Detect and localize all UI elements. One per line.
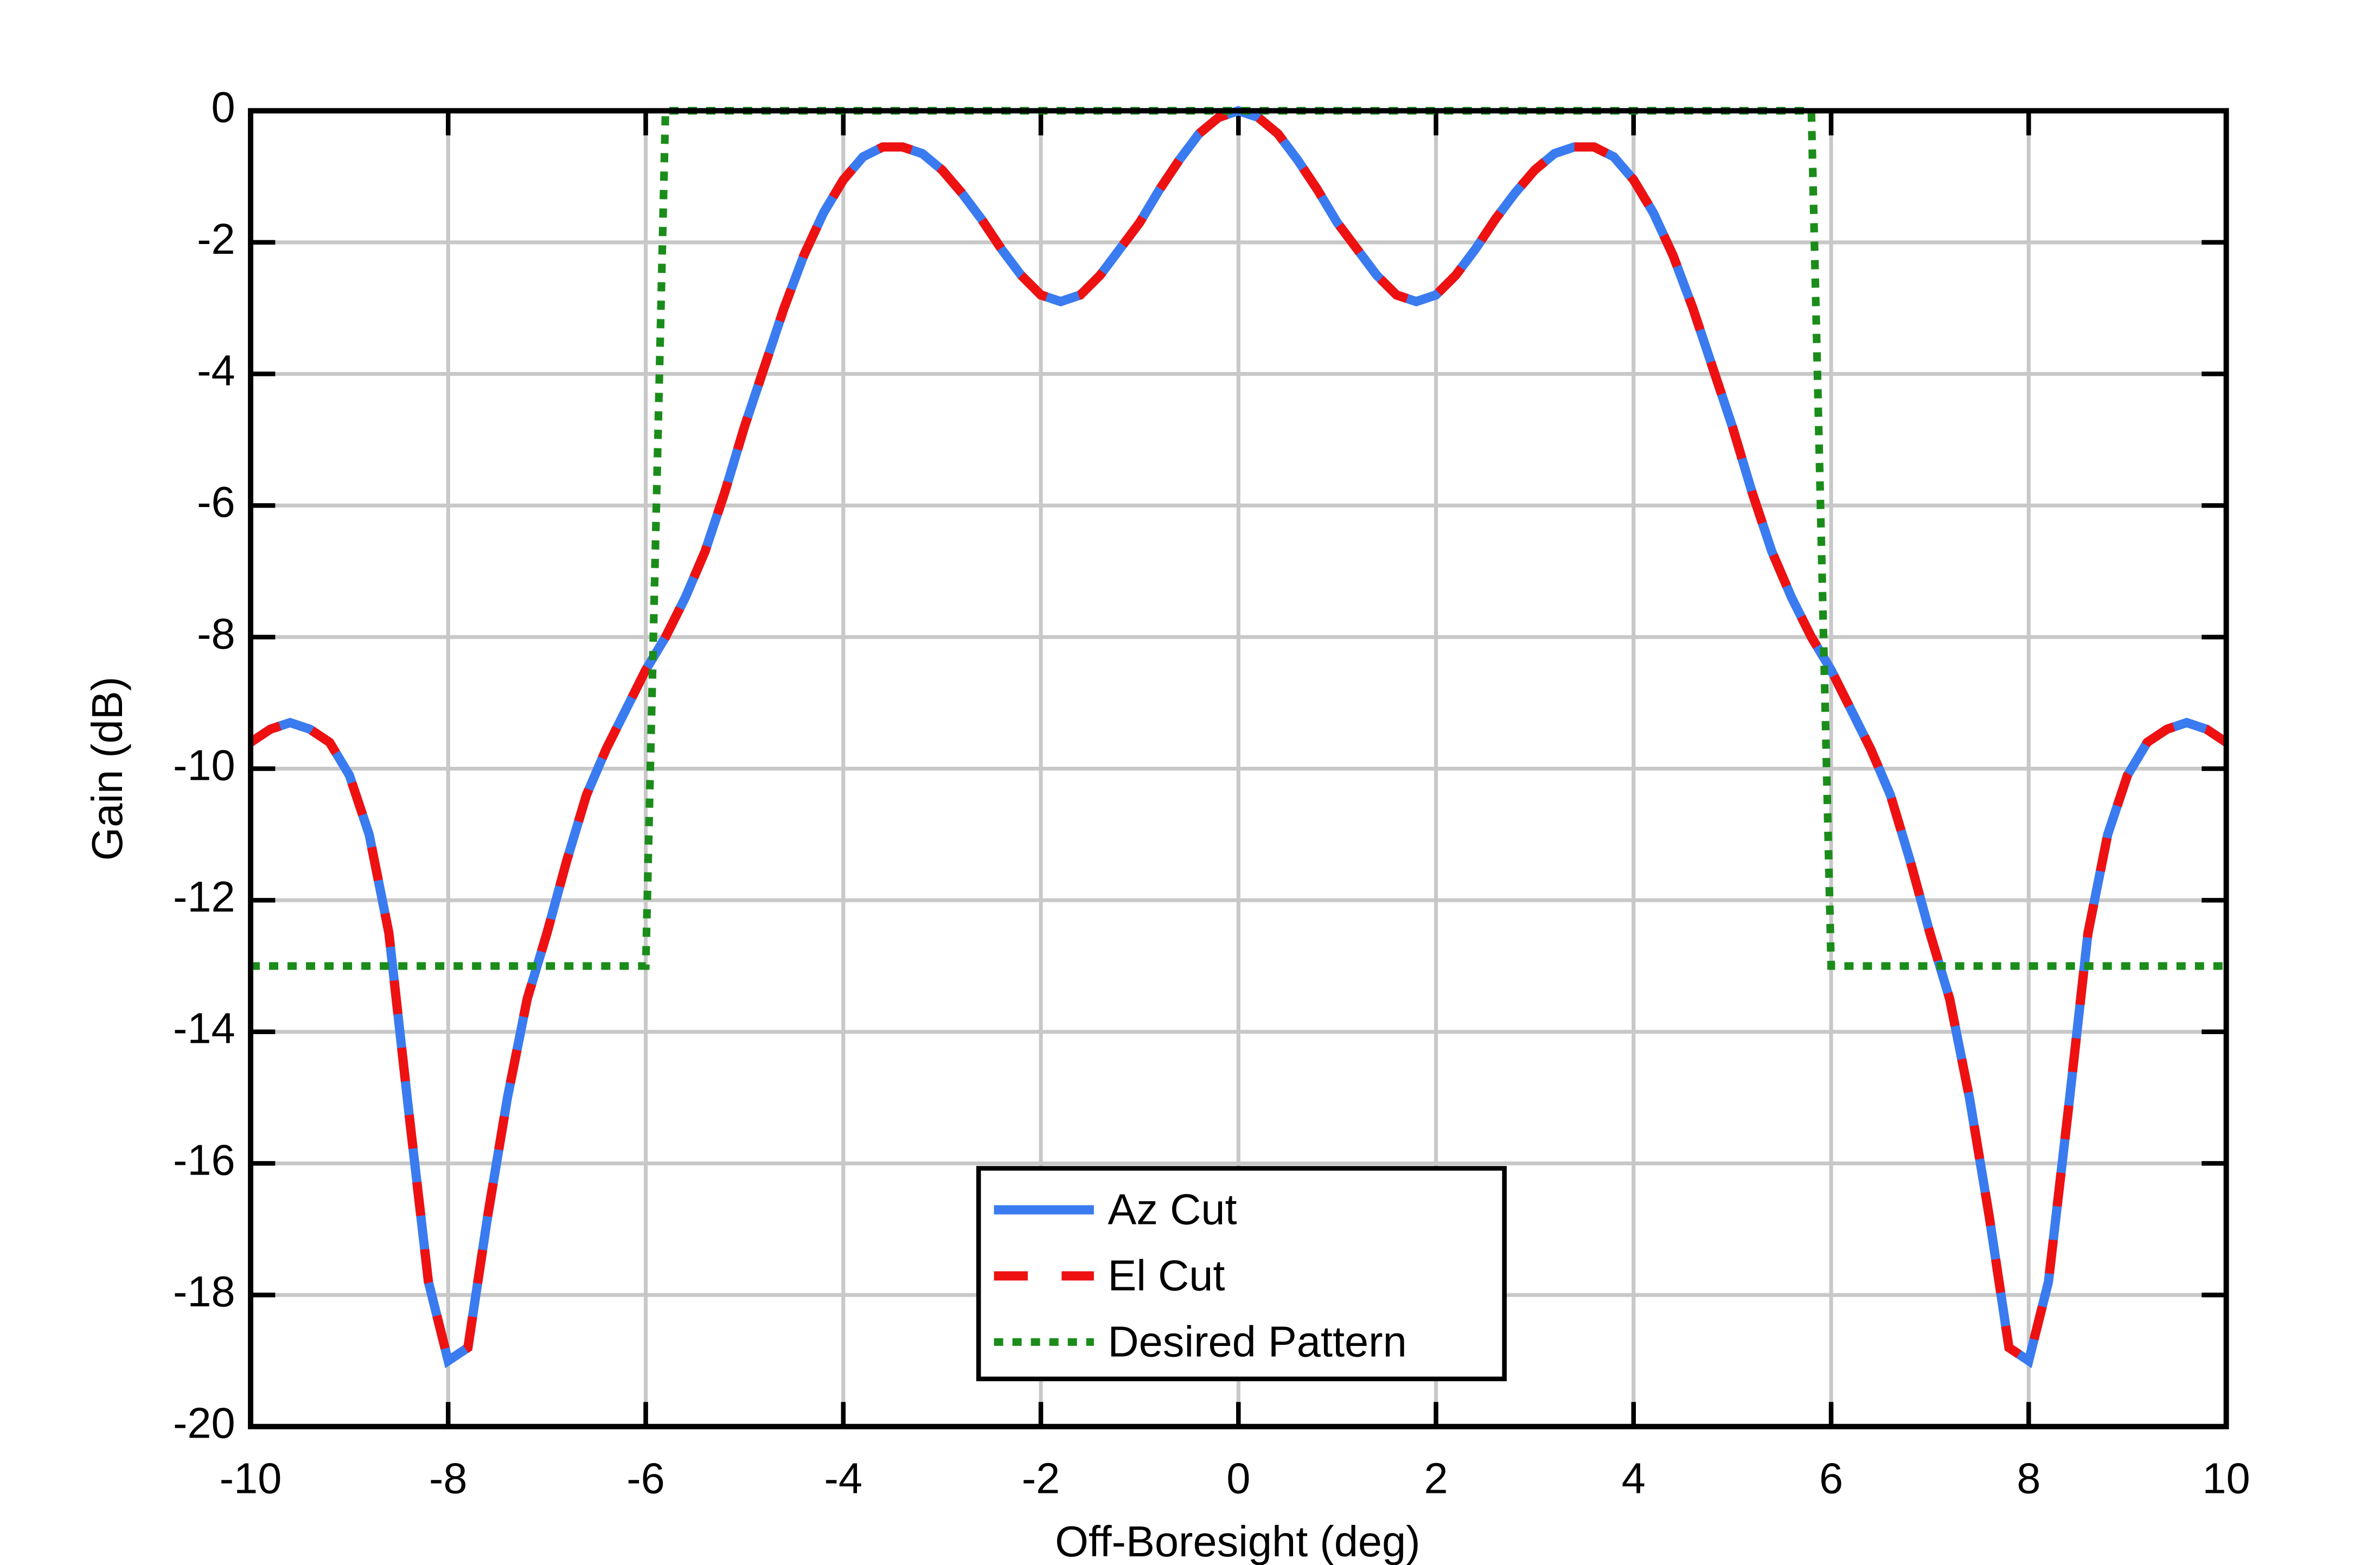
- series-line: [248, 106, 2229, 1369]
- y-tick-label: -14: [173, 1004, 235, 1053]
- y-tick-label: -20: [173, 1399, 235, 1447]
- y-tick-label: -12: [173, 873, 235, 921]
- y-tick-label: -16: [173, 1136, 235, 1184]
- y-tick-label: -6: [197, 478, 235, 526]
- x-tick-label: -2: [1022, 1454, 1060, 1503]
- y-tick-label: -4: [197, 347, 235, 395]
- legend-label: Az Cut: [1108, 1185, 1237, 1234]
- x-tick-label: 6: [1819, 1454, 1843, 1503]
- y-axis-label: Gain (dB): [83, 677, 131, 861]
- x-tick-label: -8: [429, 1454, 468, 1503]
- x-tick-label: -4: [824, 1454, 863, 1503]
- x-axis-label: Off-Boresight (deg): [1055, 1517, 1420, 1565]
- y-tick-label: -2: [197, 215, 235, 263]
- x-tick-label: 4: [1622, 1454, 1646, 1503]
- x-tick-label: -10: [220, 1454, 282, 1503]
- x-tick-label: -6: [626, 1454, 665, 1503]
- x-tick-label: 2: [1424, 1454, 1448, 1503]
- legend-label: Desired Pattern: [1108, 1317, 1406, 1365]
- plot-frame: [248, 108, 2229, 1429]
- y-tick-label: 0: [212, 83, 235, 131]
- y-tick-label: -18: [173, 1267, 235, 1316]
- x-tick-label: 0: [1226, 1454, 1250, 1503]
- y-tick-label: -8: [197, 610, 235, 658]
- legend-label: El Cut: [1108, 1252, 1225, 1300]
- x-tick-label: 10: [2202, 1454, 2250, 1503]
- x-tick-label: 8: [2017, 1454, 2040, 1503]
- y-tick-label: -10: [173, 741, 235, 789]
